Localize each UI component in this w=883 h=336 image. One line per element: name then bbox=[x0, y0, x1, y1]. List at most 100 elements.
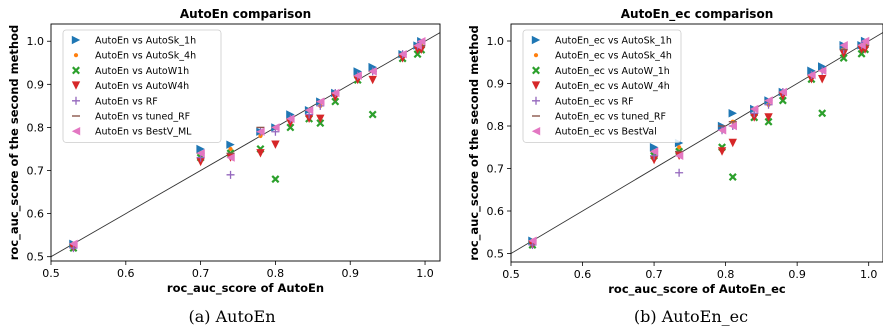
data-point bbox=[228, 146, 233, 152]
x-tick-label: 0.7 bbox=[645, 268, 663, 281]
x-tick-label: 0.8 bbox=[267, 267, 285, 280]
chart-title: AutoEn comparison bbox=[180, 7, 311, 21]
legend-marker bbox=[532, 96, 540, 105]
data-point bbox=[778, 87, 788, 97]
x-tick-label: 1.0 bbox=[416, 267, 434, 280]
x-axis-label: roc_auc_score of AutoEn_ec bbox=[608, 282, 786, 297]
legend-marker bbox=[532, 66, 540, 75]
data-point bbox=[764, 113, 773, 122]
x-tick-label: 0.5 bbox=[502, 268, 520, 281]
x-axis-label: roc_auc_score of AutoEn bbox=[167, 281, 324, 296]
legend-box bbox=[522, 29, 682, 143]
data-point bbox=[675, 168, 684, 177]
legend-marker bbox=[72, 96, 80, 105]
y-tick-label: 0.9 bbox=[27, 78, 45, 91]
legend-label: AutoEn vs BestV_ML bbox=[95, 127, 192, 138]
data-point bbox=[728, 121, 737, 131]
data-point bbox=[353, 67, 362, 76]
y-tick-label: 0.6 bbox=[27, 208, 45, 221]
data-point bbox=[226, 140, 235, 149]
data-point bbox=[649, 143, 659, 152]
chart-title: AutoEn_ec comparison bbox=[621, 7, 774, 22]
caption-b: (b) AutoEn_ec bbox=[634, 307, 748, 326]
legend-label: AutoEn vs AutoSk_4h bbox=[95, 51, 196, 62]
legend-label: AutoEn vs RF bbox=[95, 96, 158, 107]
legend-label: AutoEn vs AutoW4h bbox=[95, 81, 189, 92]
data-point bbox=[674, 151, 684, 160]
y-tick-label: 0.8 bbox=[27, 121, 45, 134]
caption-a: (a) AutoEn bbox=[188, 307, 275, 326]
legend-label: AutoEn_ec vs RF bbox=[555, 96, 634, 107]
data-point bbox=[368, 75, 377, 85]
data-point bbox=[860, 36, 870, 46]
data-point bbox=[316, 119, 325, 128]
legend-marker bbox=[72, 66, 80, 75]
legend-label: AutoEn_ec vs AutoW_4h bbox=[555, 81, 670, 92]
chart-panel-b: AutoEn_ec comparison 0.5 0.6 0.7 0.8 0.9 1.0 0.… bbox=[467, 7, 883, 297]
data-point bbox=[839, 49, 848, 58]
legend-marker bbox=[531, 35, 541, 45]
data-point bbox=[717, 147, 727, 156]
x-tick-label: 0.7 bbox=[192, 267, 210, 280]
data-point bbox=[778, 96, 787, 105]
data-point bbox=[69, 239, 78, 248]
data-point bbox=[649, 147, 659, 156]
data-point bbox=[750, 104, 759, 114]
legend-label: AutoEn_ec vs AutoSk_1h bbox=[555, 36, 672, 47]
y-tick-label: 0.7 bbox=[487, 163, 505, 176]
data-point bbox=[398, 49, 407, 59]
data-point bbox=[286, 114, 295, 123]
data-point bbox=[528, 236, 537, 245]
data-point bbox=[271, 123, 280, 132]
data-point bbox=[807, 66, 816, 75]
data-points bbox=[528, 36, 870, 250]
plot-frame bbox=[50, 23, 441, 262]
x-tick-label: 0.9 bbox=[341, 267, 359, 280]
data-point bbox=[331, 97, 340, 106]
diagonal-line bbox=[51, 32, 440, 258]
data-point bbox=[256, 127, 265, 136]
legend-marker bbox=[533, 53, 539, 58]
y-tick-label: 0.9 bbox=[487, 78, 505, 91]
legend-label: AutoEn_ec vs BestVal bbox=[555, 127, 657, 138]
legend-marker bbox=[73, 53, 79, 58]
data-point bbox=[256, 149, 265, 158]
legend-marker bbox=[531, 127, 541, 136]
data-points bbox=[69, 37, 426, 253]
data-point bbox=[717, 126, 727, 135]
x-tick-label: 0.6 bbox=[117, 267, 135, 280]
x-tick-label: 0.6 bbox=[574, 268, 592, 281]
data-point bbox=[196, 149, 205, 158]
data-point bbox=[316, 97, 325, 106]
data-point bbox=[764, 117, 773, 126]
y-axis-label: roc_auc_score of the second method bbox=[7, 25, 22, 260]
data-point bbox=[368, 110, 377, 119]
data-point bbox=[368, 62, 377, 72]
legend-label: AutoEn vs tuned_RF bbox=[95, 112, 190, 123]
data-point bbox=[286, 110, 295, 119]
data-point bbox=[226, 153, 235, 162]
legend-marker bbox=[71, 81, 81, 90]
chart-panel-a: AutoEn comparison 0.5 0.6 0.7 0.8 0.9 1.0 0.5 0.… bbox=[7, 7, 441, 296]
data-point bbox=[271, 140, 280, 149]
data-point bbox=[817, 75, 827, 84]
x-tick-label: 0.9 bbox=[788, 268, 806, 281]
x-tick-label: 0.8 bbox=[717, 268, 735, 281]
data-point bbox=[196, 144, 205, 154]
data-point bbox=[750, 113, 759, 122]
data-point bbox=[817, 66, 827, 75]
x-tick-label: 1.0 bbox=[860, 268, 878, 281]
legend: AutoEn vs AutoSk_1h AutoEn vs AutoSk_4h Au… bbox=[62, 29, 222, 143]
legend-label: AutoEn_ec vs AutoW_1h bbox=[555, 66, 670, 77]
legend-marker bbox=[531, 81, 541, 90]
y-tick-label: 0.5 bbox=[27, 251, 45, 264]
data-point bbox=[728, 138, 737, 148]
data-point bbox=[258, 133, 263, 139]
data-point bbox=[368, 67, 377, 76]
x-tick-label: 0.5 bbox=[42, 267, 60, 280]
legend-label: AutoEn_ec vs AutoSk_4h bbox=[555, 51, 672, 62]
data-point bbox=[839, 54, 848, 62]
data-point bbox=[417, 37, 426, 46]
